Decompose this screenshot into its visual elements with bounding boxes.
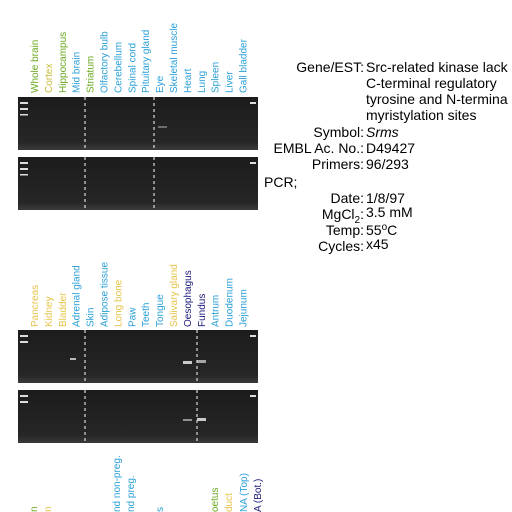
field-value: Srms: [366, 124, 399, 140]
ladder: [20, 401, 28, 403]
field-label: Temp:: [326, 222, 364, 238]
field-value: 55oC: [366, 222, 397, 238]
lane-label: Tongue: [155, 294, 166, 327]
ladder: [20, 395, 28, 397]
temp-unit: C: [387, 222, 397, 238]
field-value: D49427: [366, 140, 415, 156]
field-value: C-terminal regulatory: [366, 75, 497, 91]
ladder: [20, 174, 28, 176]
lane-label: Striatum: [86, 56, 97, 93]
field-label: Primers:: [312, 156, 364, 172]
lane-label: Kidney: [44, 296, 55, 327]
lane-label: Cortex: [44, 64, 55, 93]
lane-label: Liver: [225, 71, 236, 93]
lane-label: Hippocampus: [58, 32, 69, 93]
gels: [18, 97, 258, 443]
ladder: [250, 395, 256, 397]
field-label: MgCl2:: [322, 206, 364, 226]
lane-label: nd preg.: [126, 475, 137, 512]
lane-label: Salivary gland: [169, 264, 180, 327]
field-value: 96/293: [366, 156, 409, 172]
lane-label: duct: [224, 493, 235, 512]
gel: [18, 97, 258, 150]
lane-label: Pancreas: [30, 285, 41, 327]
gel: [18, 157, 258, 210]
lane-label: Mid brain: [72, 52, 83, 93]
ladder: [250, 335, 256, 337]
band: [183, 361, 192, 364]
lane-label: Antrum: [211, 295, 222, 327]
band: [70, 358, 76, 360]
pcr-label: PCR;: [264, 174, 297, 190]
field-label: Cycles:: [318, 238, 364, 254]
lane-label: Fundus: [197, 294, 208, 327]
ladder: [20, 341, 28, 343]
lane-label: Skeletal muscle: [169, 23, 180, 93]
lane-label: Adipose tissue: [100, 262, 111, 327]
ladder: [250, 102, 256, 104]
lane-label: n: [43, 506, 54, 512]
lane-label: Eye: [155, 75, 166, 93]
field-value: 3.5 mM: [366, 204, 413, 220]
colon: :: [360, 206, 364, 222]
lane-label: Bladder: [58, 292, 69, 327]
lane-label: Gall bladder: [239, 38, 250, 93]
lane-label: Heart: [183, 68, 194, 93]
lane-label: Olfactory bulb: [100, 31, 111, 93]
subscript: 2: [355, 215, 361, 226]
field-value: 1/8/97: [366, 190, 405, 206]
field-label: Date:: [331, 190, 364, 206]
temp-value: 55: [366, 222, 382, 238]
lane-label: nd non-preg.: [112, 455, 123, 512]
band: [197, 418, 206, 421]
ladder: [20, 114, 28, 116]
gel: [18, 330, 258, 383]
lane-label: Pituitary gland: [141, 30, 152, 93]
superscript: o: [382, 222, 388, 233]
lane-label: Skin: [86, 308, 97, 327]
mgcl-label: MgCl: [322, 206, 355, 222]
lane-label: Oesophagus: [183, 270, 194, 327]
lane-label: Paw: [127, 307, 138, 327]
ladder: [20, 102, 28, 104]
ladder: [20, 162, 28, 164]
field-value: myristylation sites: [366, 107, 476, 123]
field-value: tyrosine and N-termina: [366, 91, 508, 107]
lane-label: Adrenal gland: [72, 265, 83, 327]
lane-label: Duodenum: [225, 278, 236, 327]
lane-label: Lung: [197, 71, 208, 93]
lane-label: Spinal cord: [127, 43, 138, 93]
lane-label: Teeth: [141, 303, 152, 327]
ladder: [20, 168, 28, 170]
lane-label: NA (Top): [239, 473, 250, 512]
lane-label: Long bone: [113, 279, 124, 327]
ladder: [20, 335, 28, 337]
field-value: Src-related kinase lack: [366, 59, 509, 75]
lane-label: Spleen: [211, 62, 222, 93]
field-label: Symbol:: [313, 124, 364, 140]
field-label: EMBL Ac. No.:: [273, 140, 364, 156]
lane-label: s: [155, 507, 166, 512]
lane-label: A (Bot.): [253, 479, 264, 512]
band: [197, 360, 206, 363]
field-value: x45: [366, 236, 389, 252]
lane-label: Whole brain: [30, 40, 41, 93]
ladder: [250, 162, 256, 164]
gel: [18, 390, 258, 443]
band: [158, 126, 167, 128]
ladder: [20, 108, 28, 110]
band: [183, 419, 192, 421]
lane-label: oetus: [210, 488, 221, 512]
lane-label: n: [29, 506, 40, 512]
lane-label: Cerebellum: [113, 42, 124, 93]
lane-label: Jejunum: [239, 289, 250, 327]
field-label: Gene/EST:: [296, 59, 364, 75]
